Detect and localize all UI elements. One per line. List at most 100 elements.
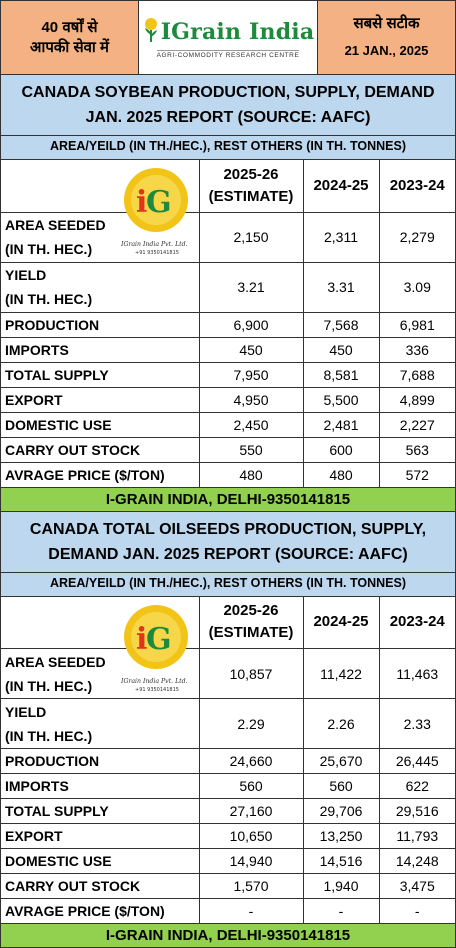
row-value: 4,950 xyxy=(198,386,304,413)
row-value: 572 xyxy=(378,461,455,488)
table-header-row: 2025-26 (ESTIMATE) 2024-25 2023-24 xyxy=(1,160,455,213)
oilseeds-footer: I-GRAIN INDIA, DELHI-9350141815 xyxy=(1,924,455,948)
column-header-2024-25: 2024-25 xyxy=(302,160,380,213)
row-value: 11,463 xyxy=(378,648,455,699)
row-label: AVRAGE PRICE ($/TON) xyxy=(1,898,200,924)
table-row: AVRAGE PRICE ($/TON) 480 480 572 xyxy=(1,461,455,488)
row-value: 29,706 xyxy=(302,798,380,824)
row-value: 550 xyxy=(198,436,304,463)
row-label: AREA SEEDED (IN TH. HEC.) xyxy=(1,212,200,263)
watermark-g: G xyxy=(146,185,172,220)
row-value: 450 xyxy=(302,336,380,363)
soybean-units-note: AREA/YEILD (IN TH./HEC.), REST OTHERS (I… xyxy=(1,136,455,160)
date-box: सबसे सटीक 21 JAN., 2025 xyxy=(317,1,455,74)
header: 40 वर्षों से आपकी सेवा में IGrain India … xyxy=(1,1,455,75)
soybean-title-line-2: JAN. 2025 REPORT (SOURCE: AAFC) xyxy=(85,109,371,126)
row-label-line-1: AVRAGE PRICE ($/TON) xyxy=(5,903,165,919)
row-label-line-2: (IN TH. HEC.) xyxy=(5,291,93,307)
oilseeds-title-line-2: DEMAND JAN. 2025 REPORT (SOURCE: AAFC) xyxy=(48,545,408,563)
table-header-row: 2025-26 (ESTIMATE) 2024-25 2023-24 xyxy=(1,596,455,649)
report-date: 21 JAN., 2025 xyxy=(344,42,429,58)
row-label-line-2: (IN TH. HEC.) xyxy=(5,241,93,257)
table-row: TOTAL SUPPLY 27,160 29,706 29,516 xyxy=(1,798,455,824)
row-value: 480 xyxy=(302,461,380,488)
table-row: DOMESTIC USE 14,940 14,516 14,248 xyxy=(1,848,455,874)
row-value: 1,940 xyxy=(302,873,380,899)
row-value: 4,899 xyxy=(378,386,455,413)
tagline-line-2: आपकी सेवा में xyxy=(30,38,109,56)
oilseeds-units-note: AREA/YEILD (IN TH./HEC.), REST OTHERS (I… xyxy=(1,572,455,597)
row-label-line-2: (IN TH. HEC.) xyxy=(5,727,93,744)
row-value: 2,150 xyxy=(198,212,304,263)
row-value: 7,688 xyxy=(378,361,455,388)
row-label: EXPORT xyxy=(1,386,200,413)
row-label: DOMESTIC USE xyxy=(1,411,200,438)
row-value: 1,570 xyxy=(198,873,304,899)
row-value: 13,250 xyxy=(302,823,380,849)
column-header-2023-24: 2023-24 xyxy=(378,160,455,213)
row-value: 24,660 xyxy=(198,748,304,774)
row-value: 6,981 xyxy=(378,311,455,338)
accuracy-tagline: सबसे सटीक xyxy=(353,14,420,32)
row-label-line-1: PRODUCTION xyxy=(5,753,100,769)
soybean-title-line-1: CANADA SOYBEAN PRODUCTION, SUPPLY, DEMAN… xyxy=(21,84,435,101)
table-row: YIELD (IN TH. HEC.) 3.21 3.31 3.09 xyxy=(1,261,455,313)
table-row: PRODUCTION 24,660 25,670 26,445 xyxy=(1,748,455,774)
wheat-grain-icon xyxy=(142,17,160,48)
row-value: 3.21 xyxy=(198,261,304,313)
oilseeds-table: 2025-26 (ESTIMATE) 2024-25 2023-24 AREA S… xyxy=(1,596,455,924)
row-value: 2,279 xyxy=(378,212,455,263)
row-value: 26,445 xyxy=(378,748,455,774)
watermark-company: IGrain India Pvt. Ltd. xyxy=(120,678,188,685)
table-row: CARRY OUT STOCK 1,570 1,940 3,475 xyxy=(1,873,455,899)
row-label: PRODUCTION xyxy=(1,748,200,774)
row-value: 480 xyxy=(198,461,304,488)
row-value: 27,160 xyxy=(198,798,304,824)
table-row: YIELD (IN TH. HEC.) 2.29 2.26 2.33 xyxy=(1,698,455,749)
row-label-line-1: IMPORTS xyxy=(5,778,69,794)
row-label: YIELD (IN TH. HEC.) xyxy=(1,261,200,313)
row-label: CARRY OUT STOCK xyxy=(1,873,200,899)
soybean-title: CANADA SOYBEAN PRODUCTION, SUPPLY, DEMAN… xyxy=(1,75,455,136)
column-header-2024-25: 2024-25 xyxy=(302,596,380,649)
column-header-2023-24: 2023-24 xyxy=(378,596,455,649)
row-label: PRODUCTION xyxy=(1,311,200,338)
table-row: IMPORTS 450 450 336 xyxy=(1,336,455,363)
oilseeds-title-line-1: CANADA TOTAL OILSEEDS PRODUCTION, SUPPLY… xyxy=(29,520,427,538)
row-value: 560 xyxy=(302,773,380,799)
tagline-box: 40 वर्षों से आपकी सेवा में xyxy=(1,1,139,74)
row-label-line-1: AVRAGE PRICE ($/TON) xyxy=(5,466,165,483)
watermark-g: G xyxy=(146,622,172,657)
row-value: 622 xyxy=(378,773,455,799)
table-row: PRODUCTION 6,900 7,568 6,981 xyxy=(1,311,455,338)
igrain-watermark-logo: i G IGrain India Pvt. Ltd. +91 935014181… xyxy=(120,168,188,256)
row-label-line-1: DOMESTIC USE xyxy=(5,416,112,433)
soybean-footer: I-GRAIN INDIA, DELHI-9350141815 xyxy=(1,487,455,512)
row-value: 2,311 xyxy=(302,212,380,263)
table-row: DOMESTIC USE 2,450 2,481 2,227 xyxy=(1,411,455,438)
watermark-phone: +91 9350141815 xyxy=(135,250,179,256)
tagline-line-1: 40 वर्षों से xyxy=(41,18,98,36)
row-value: - xyxy=(378,898,455,924)
watermark-company: IGrain India Pvt. Ltd. xyxy=(120,241,188,248)
row-value: 6,900 xyxy=(198,311,304,338)
row-value: 2.26 xyxy=(302,698,380,749)
table-row: CARRY OUT STOCK 550 600 563 xyxy=(1,436,455,463)
row-label-line-2: (IN TH. HEC.) xyxy=(5,677,93,694)
row-label: YIELD (IN TH. HEC.) xyxy=(1,698,200,749)
row-label-line-1: EXPORT xyxy=(5,828,63,844)
brand-name: IGrain India xyxy=(160,19,315,45)
row-label: AVRAGE PRICE ($/TON) xyxy=(1,461,200,488)
row-label: DOMESTIC USE xyxy=(1,848,200,874)
brand-logo: IGrain India AGRI-COMMODITY RESEARCH CEN… xyxy=(139,1,317,74)
row-value: 7,568 xyxy=(302,311,380,338)
table-row: TOTAL SUPPLY 7,950 8,581 7,688 xyxy=(1,361,455,388)
row-value: 7,950 xyxy=(198,361,304,388)
table-row: AVRAGE PRICE ($/TON) - - - xyxy=(1,898,455,924)
row-value: 2,227 xyxy=(378,411,455,438)
watermark-i: i xyxy=(136,622,147,657)
row-label-line-1: AREA SEEDED xyxy=(5,217,106,233)
row-value: 8,581 xyxy=(302,361,380,388)
row-label-line-1: TOTAL SUPPLY xyxy=(5,803,109,819)
